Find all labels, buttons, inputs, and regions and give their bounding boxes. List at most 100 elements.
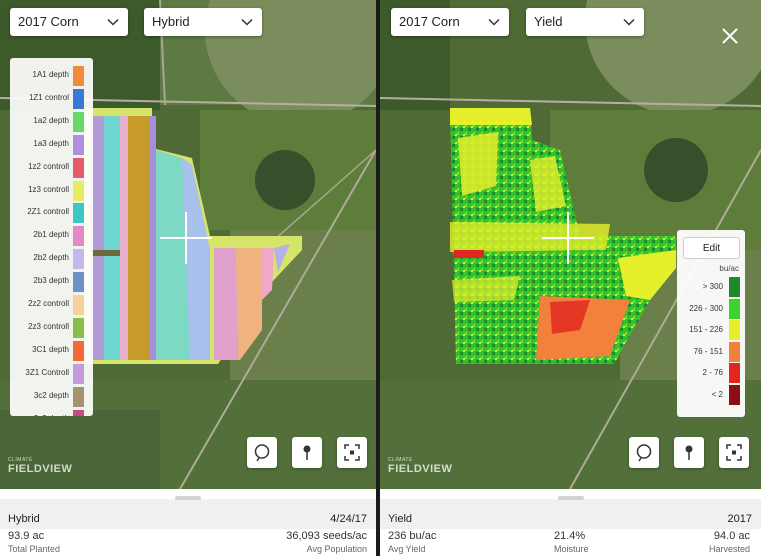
legend-color-swatch [73,66,84,86]
yield-unit-label: bu/ac [719,264,739,273]
pin-icon [303,445,311,460]
yield-color-swatch [729,363,740,383]
legend-item[interactable]: 2z2 controll [10,293,93,316]
stat-caption: Avg Yield [388,544,426,554]
yield-range-label: 151 - 226 [689,325,723,334]
legend-item-label: 1Z1 control [28,92,69,102]
legend-item[interactable]: 1z3 controll [10,179,93,202]
yield-range-item: 226 - 300 [677,298,745,319]
hybrid-map-pane: 2017 Corn Hybrid 1A1 depth 1Z1 control 1a2… [0,0,376,556]
legend-item[interactable]: 1a2 depth [10,110,93,133]
drop-pin-button[interactable] [674,437,704,468]
stat-value: 236 bu/ac [388,530,437,542]
legend-color-swatch [73,249,84,270]
legend-item-label: 2z2 controll [28,299,69,308]
fieldview-watermark: CLIMATE FIELDVIEW [8,457,72,475]
legend-item[interactable]: 1z2 controll [10,156,93,179]
yield-range-item: < 2 [677,384,745,405]
legend-item[interactable]: 1a3 depth [10,133,93,156]
yield-range-label: 76 - 151 [693,346,723,356]
edit-legend-button[interactable]: Edit [683,237,740,259]
crop-season-dropdown[interactable]: 2017 Corn [391,8,509,36]
legend-item-label: 3Z1 Controll [25,367,69,377]
brand-small-text: CLIMATE [8,457,33,463]
planting-date: 4/24/17 [330,513,367,525]
yield-legend: Edit bu/ac > 300 226 - 300 151 - 226 76 - 1… [677,230,745,417]
legend-color-swatch [73,340,84,361]
legend-item-label: 2b2 depth [33,253,69,263]
legend-color-swatch [73,363,84,384]
harvested-stat: 94.0 ac Harvested [709,530,750,554]
stat-value: 93.9 ac [8,530,45,542]
legend-item-label: 2z3 controll [28,321,69,331]
yield-color-swatch [729,341,740,362]
legend-color-swatch [73,409,84,416]
lasso-tool-button[interactable] [629,437,659,468]
lasso-tool-button[interactable] [247,437,277,468]
drag-handle[interactable] [175,496,201,500]
yield-color-swatch [729,320,740,340]
legend-item[interactable]: 1Z1 control [10,87,93,110]
yield-range-label: 226 - 300 [689,303,723,313]
legend-item-label: 2b3 depth [33,276,69,286]
layer-type-dropdown[interactable]: Yield [526,8,644,36]
legend-color-swatch [73,226,84,247]
yield-range-item: 76 - 151 [677,341,745,362]
yield-summary-panel[interactable]: Yield 2017 236 bu/ac Avg Yield 21.4% Moi… [380,489,761,556]
legend-color-swatch [73,295,84,315]
locate-field-button[interactable] [719,437,749,468]
fieldview-watermark: CLIMATE FIELDVIEW [388,457,452,475]
drop-pin-button[interactable] [292,437,322,468]
legend-item[interactable]: 2b1 depth [10,224,93,247]
legend-color-swatch [73,134,84,155]
layer-type-value: Yield [534,14,563,29]
stat-value: 36,093 seeds/ac [286,530,367,542]
drag-handle[interactable] [557,496,584,500]
legend-color-swatch [73,317,84,338]
chevron-down-icon [623,18,635,26]
legend-item[interactable]: 2Z1 controll [10,201,93,224]
legend-item[interactable]: 2b3 depth [10,270,93,293]
legend-item[interactable]: 2b2 depth [10,247,93,270]
layer-type-dropdown[interactable]: Hybrid [144,8,262,36]
legend-item-label: 1A1 depth [32,70,69,79]
legend-item[interactable]: 3c2 depth [10,385,93,408]
crop-season-value: 2017 Corn [18,14,79,29]
brand-small-text: CLIMATE [388,457,413,463]
layer-type-value: Hybrid [152,14,190,29]
locate-field-button[interactable] [337,437,367,468]
legend-item-label: 3C1 depth [32,344,69,354]
crop-season-value: 2017 Corn [399,14,460,29]
stat-value: 94.0 ac [713,530,750,542]
lasso-icon [254,444,270,462]
pin-icon [685,445,693,460]
lasso-icon [636,444,652,462]
hybrid-legend[interactable]: 1A1 depth 1Z1 control 1a2 depth 1a3 depth 1z… [10,58,93,416]
close-icon[interactable] [718,24,742,48]
yield-range-item: 151 - 226 [677,320,745,340]
legend-item-label: 1z3 controll [28,184,69,194]
pane-divider[interactable] [376,0,380,556]
legend-color-swatch [73,180,84,201]
stat-caption: Total Planted [8,544,61,554]
stat-caption: Harvested [708,544,750,554]
legend-item[interactable]: 1A1 depth [10,64,93,87]
hybrid-summary-panel[interactable]: Hybrid 4/24/17 93.9 ac Total Planted 36,… [0,489,376,556]
legend-color-swatch [73,88,84,109]
crop-season-dropdown[interactable]: 2017 Corn [10,8,128,36]
legend-item-label: 3c2 depth [33,390,69,400]
chevron-down-icon [488,18,500,26]
chevron-down-icon [241,18,253,26]
legend-item-label: 3c3 depth [34,414,69,417]
brand-logo-text: FIELDVIEW [8,463,73,475]
legend-item-label: 1z2 controll [28,161,69,171]
legend-item[interactable]: 3C1 depth [10,339,93,362]
legend-item-label: 2b1 depth [33,230,69,240]
frame-focus-icon [344,444,360,461]
legend-item-label: 1a2 depth [33,115,69,125]
legend-item[interactable]: 2z3 controll [10,316,93,339]
season-year: 2017 [727,513,752,525]
legend-item[interactable]: 3c3 depth [10,408,93,417]
brand-logo-text: FIELDVIEW [388,463,453,475]
legend-item[interactable]: 3Z1 Controll [10,362,93,385]
